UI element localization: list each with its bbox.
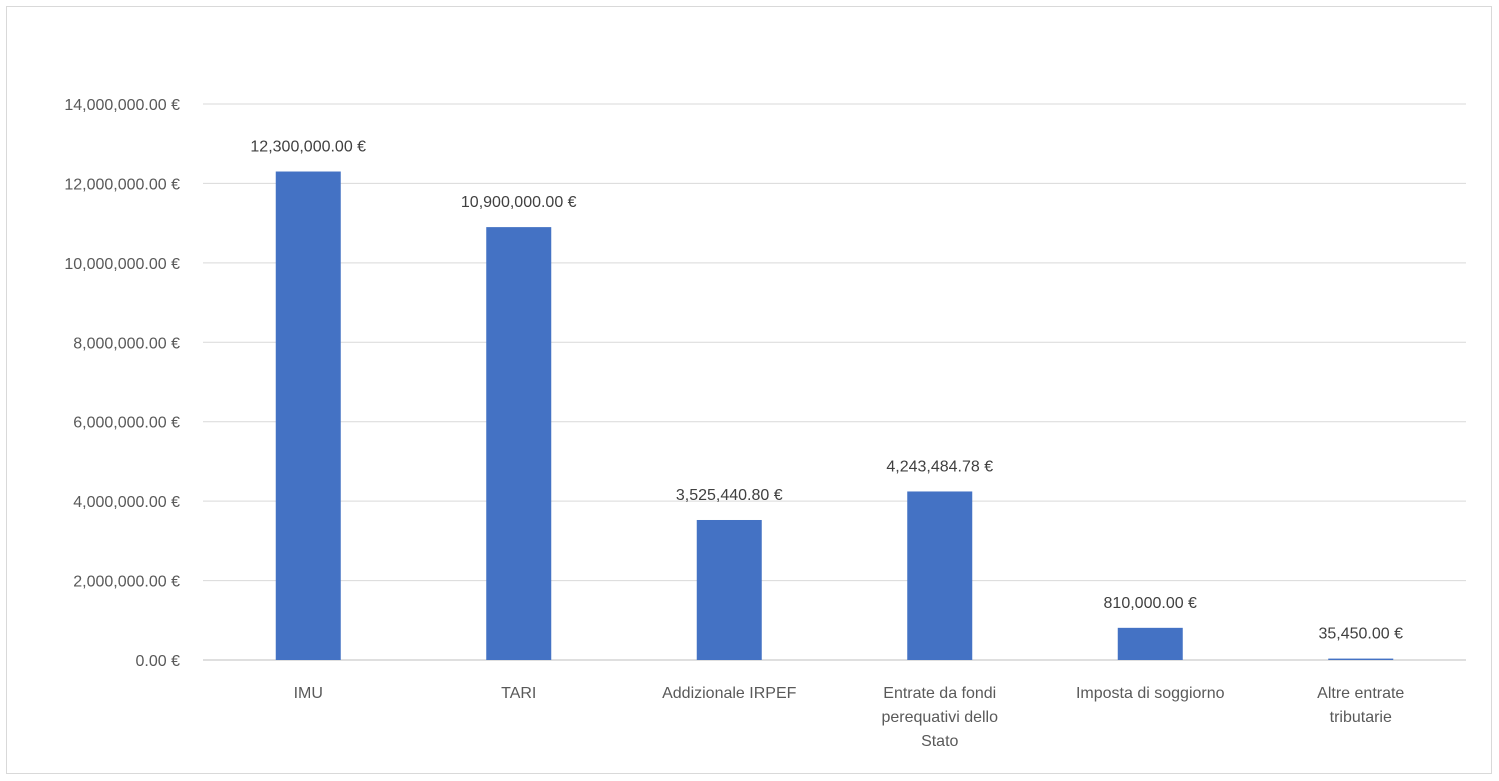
category-label: TARI <box>501 685 536 702</box>
data-label: 35,450.00 € <box>1318 626 1403 643</box>
y-tick-label: 4,000,000.00 € <box>73 494 180 511</box>
gridlines <box>203 103 1466 661</box>
category-label: Imposta di soggiorno <box>1076 685 1225 702</box>
bar <box>696 519 762 660</box>
y-tick-label: 14,000,000.00 € <box>64 97 180 114</box>
bar <box>275 171 341 660</box>
category-label: Addizionale IRPEF <box>662 685 797 702</box>
data-label: 810,000.00 € <box>1104 595 1198 612</box>
data-label: 4,243,484.78 € <box>886 458 993 475</box>
data-label: 12,300,000.00 € <box>250 139 366 156</box>
category-label: IMU <box>294 685 323 702</box>
y-tick-label: 0.00 € <box>136 653 181 670</box>
y-tick-label: 10,000,000.00 € <box>64 256 180 273</box>
y-axis-tick-labels: 0.00 € 2,000,000.00 € 4,000,000.00 € 6,000,… <box>64 97 180 670</box>
bar <box>486 227 552 660</box>
x-axis-category-labels: IMU TARI Addizionale IRPEF Entrate da fondi… <box>294 685 1405 750</box>
bar <box>1328 658 1394 660</box>
y-tick-label: 8,000,000.00 € <box>73 335 180 352</box>
bar <box>1117 627 1183 660</box>
bars <box>275 171 1394 660</box>
data-label: 3,525,440.80 € <box>676 487 783 504</box>
y-tick-label: 2,000,000.00 € <box>73 574 180 591</box>
y-tick-label: 12,000,000.00 € <box>64 176 180 193</box>
bar <box>907 491 973 660</box>
category-label: Entrate da fondi perequativi dello Stato <box>881 685 998 750</box>
y-tick-label: 6,000,000.00 € <box>73 415 180 432</box>
category-label: Altre entrate tributarie <box>1317 685 1404 726</box>
data-labels: 12,300,000.00 € 10,900,000.00 € 3,525,440.… <box>250 139 1403 643</box>
data-label: 10,900,000.00 € <box>461 194 577 211</box>
